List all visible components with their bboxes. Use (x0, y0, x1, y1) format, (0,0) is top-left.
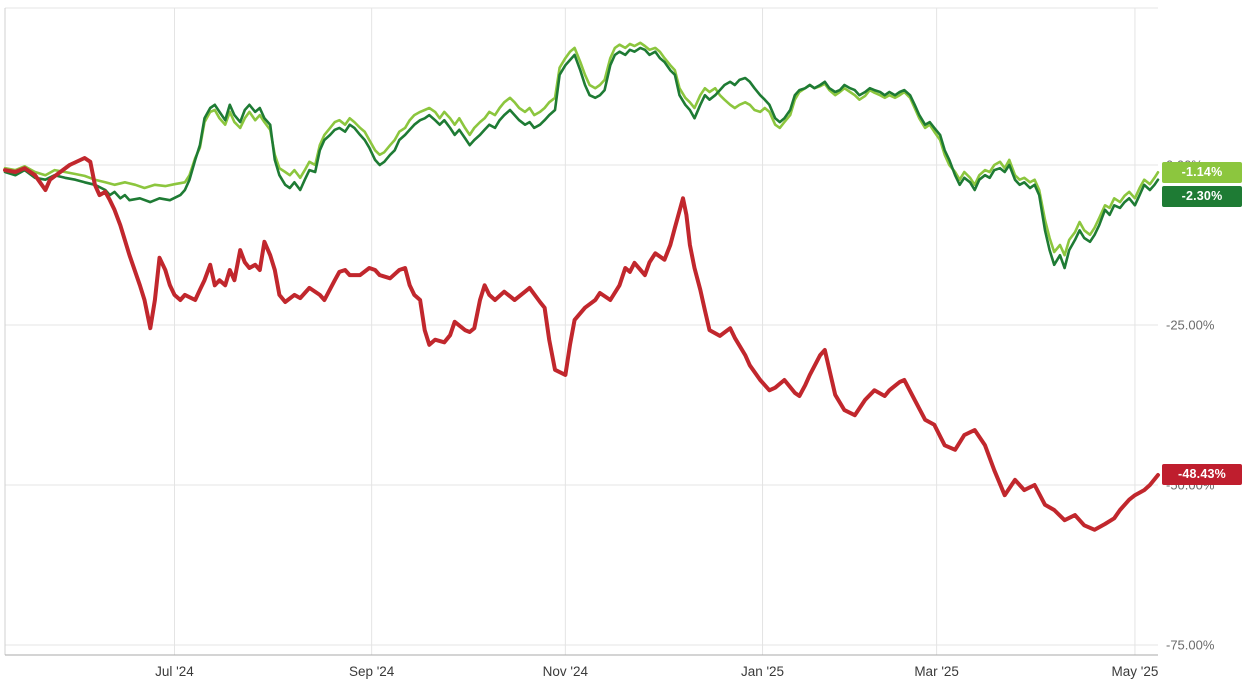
x-axis-tick-label: May '25 (1112, 664, 1159, 679)
last-value-badge-red: -48.43% (1162, 464, 1242, 486)
y-axis-tick-label: -25.00% (1166, 318, 1215, 333)
x-axis-tick-label: Jan '25 (741, 664, 784, 679)
last-value-badge-light-green: -1.14% (1162, 161, 1242, 183)
x-axis-tick-label: Mar '25 (914, 664, 959, 679)
y-axis-tick-label: -75.00% (1166, 638, 1215, 653)
x-axis-tick-label: Jul '24 (155, 664, 194, 679)
x-axis-tick-label: Sep '24 (349, 664, 395, 679)
red-series-line (3, 156, 1160, 532)
last-value-badge-dark-green: -2.30% (1162, 185, 1242, 207)
dark-green-series-line (3, 46, 1160, 270)
x-axis-tick-label: Nov '24 (543, 664, 589, 679)
